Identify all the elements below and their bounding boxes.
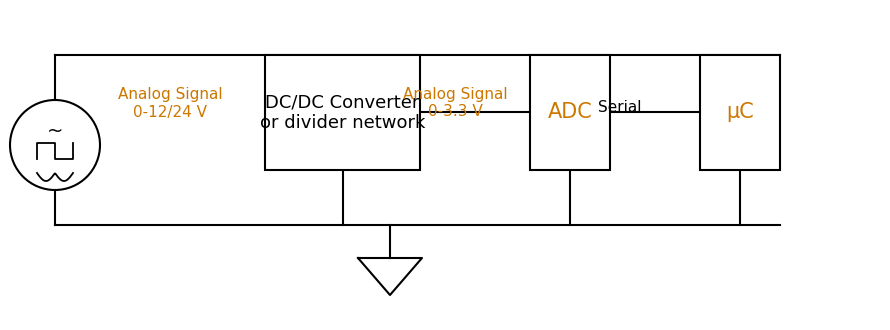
Text: μC: μC (726, 103, 754, 122)
Text: 0-3.3 V: 0-3.3 V (427, 105, 482, 119)
Text: ~: ~ (47, 121, 63, 141)
Text: Analog Signal: Analog Signal (117, 87, 222, 103)
Text: or divider network: or divider network (260, 114, 425, 131)
Text: DC/DC Converter: DC/DC Converter (265, 93, 420, 112)
Text: ADC: ADC (547, 103, 593, 122)
Bar (700, 55, 780, 170)
Bar (530, 55, 610, 170)
Text: Analog Signal: Analog Signal (402, 87, 507, 103)
Ellipse shape (10, 100, 100, 190)
Text: Serial: Serial (598, 101, 642, 115)
Text: 0-12/24 V: 0-12/24 V (133, 105, 207, 119)
Bar (265, 55, 420, 170)
